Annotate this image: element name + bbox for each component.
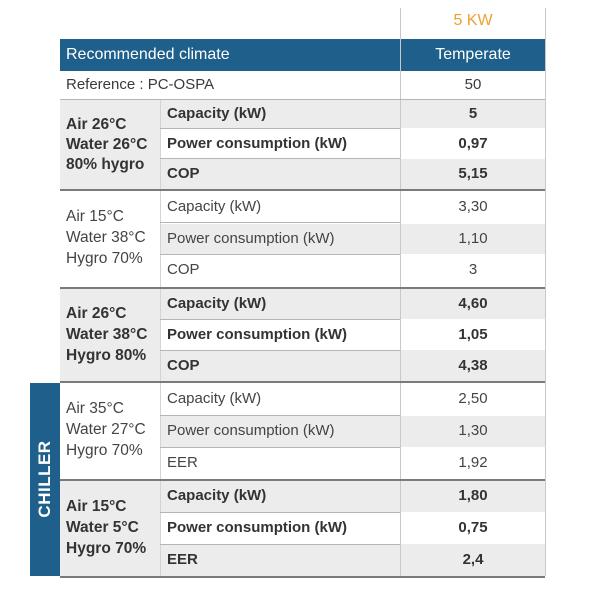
row-label: Capacity (kW) [167, 105, 267, 122]
table-header-bar [60, 39, 545, 71]
conditions-line: Water 38°C [66, 326, 148, 343]
climate-value: Temperate [435, 46, 511, 63]
conditions-line: Air 26°C [66, 305, 127, 322]
row-divider [160, 350, 400, 351]
row-value: 5 [468, 105, 478, 122]
row-value: 5,15 [458, 165, 488, 182]
row-label: Power consumption (kW) [167, 422, 335, 439]
row-label: EER [167, 551, 198, 568]
column-divider [400, 8, 401, 576]
row-value: 2,50 [458, 390, 488, 407]
row-value: 3 [468, 261, 478, 278]
conditions-line: Water 27°C [66, 421, 146, 438]
row-divider [60, 99, 545, 100]
section-divider [60, 479, 545, 481]
row-value: 1,80 [458, 487, 488, 504]
row-divider [160, 158, 400, 159]
conditions-line: Hygro 80% [66, 347, 147, 364]
row-shade [160, 350, 545, 381]
row-value: 2,4 [462, 551, 484, 568]
row-label: Power consumption (kW) [167, 135, 347, 152]
row-value: 1,05 [458, 326, 488, 343]
chiller-label: CHILLER [35, 440, 54, 518]
row-shade [160, 416, 545, 447]
row-value: 1,92 [458, 454, 488, 471]
row-divider [160, 254, 400, 255]
row-shade [160, 481, 545, 512]
chiller-side-bar [30, 383, 60, 576]
section-divider [60, 287, 545, 289]
row-label: Capacity (kW) [167, 390, 262, 407]
conditions-line: Hygro 70% [66, 442, 143, 459]
row-label: COP [167, 357, 200, 374]
reference-label: Reference : PC-OSPA [66, 76, 215, 93]
row-label: EER [167, 454, 198, 471]
row-label: COP [167, 165, 200, 182]
row-shade [60, 100, 160, 189]
recommended-climate-label: Recommended climate [66, 46, 230, 63]
conditions-line: Hygro 70% [66, 250, 143, 267]
row-value: 1,10 [458, 230, 488, 247]
table-right-border [545, 8, 546, 576]
row-divider [160, 319, 400, 320]
row-divider [160, 128, 400, 129]
conditions-line: Hygro 70% [66, 540, 147, 557]
row-label: Power consumption (kW) [167, 326, 347, 343]
row-divider [160, 447, 400, 448]
row-value: 4,60 [458, 295, 488, 312]
row-shade [160, 544, 545, 576]
conditions-line: Air 15°C [66, 498, 127, 515]
row-divider [160, 415, 400, 416]
conditions-line: Air 26°C [66, 116, 127, 133]
conditions-line: Water 26°C [66, 136, 148, 153]
row-label: Power consumption (kW) [167, 230, 335, 247]
conditions-line: 80% hygro [66, 156, 145, 173]
row-value: 0,75 [458, 519, 488, 536]
row-divider [160, 544, 400, 545]
row-shade [160, 159, 545, 189]
row-label: Capacity (kW) [167, 295, 267, 312]
section-divider [60, 189, 545, 191]
row-shade [160, 288, 545, 319]
row-shade [60, 481, 160, 576]
reference-value: 50 [464, 76, 482, 93]
label-column-divider [160, 100, 161, 576]
row-value: 0,97 [458, 135, 488, 152]
row-label: Capacity (kW) [167, 198, 262, 215]
power-rating: 5 KW [453, 12, 493, 29]
row-label: COP [167, 261, 200, 278]
row-label: Capacity (kW) [167, 487, 267, 504]
row-value: 1,30 [458, 422, 488, 439]
row-shade [60, 288, 160, 381]
row-divider [160, 222, 400, 223]
conditions-line: Water 38°C [66, 229, 146, 246]
row-value: 4,38 [458, 357, 488, 374]
row-value: 3,30 [458, 198, 488, 215]
conditions-line: Air 15°C [66, 208, 124, 225]
table-bottom-border [60, 576, 545, 578]
row-divider [160, 512, 400, 513]
row-shade [160, 224, 545, 254]
conditions-line: Water 5°C [66, 519, 139, 536]
row-shade [160, 100, 545, 128]
row-label: Power consumption (kW) [167, 519, 347, 536]
section-divider [60, 381, 545, 383]
conditions-line: Air 35°C [66, 400, 124, 417]
